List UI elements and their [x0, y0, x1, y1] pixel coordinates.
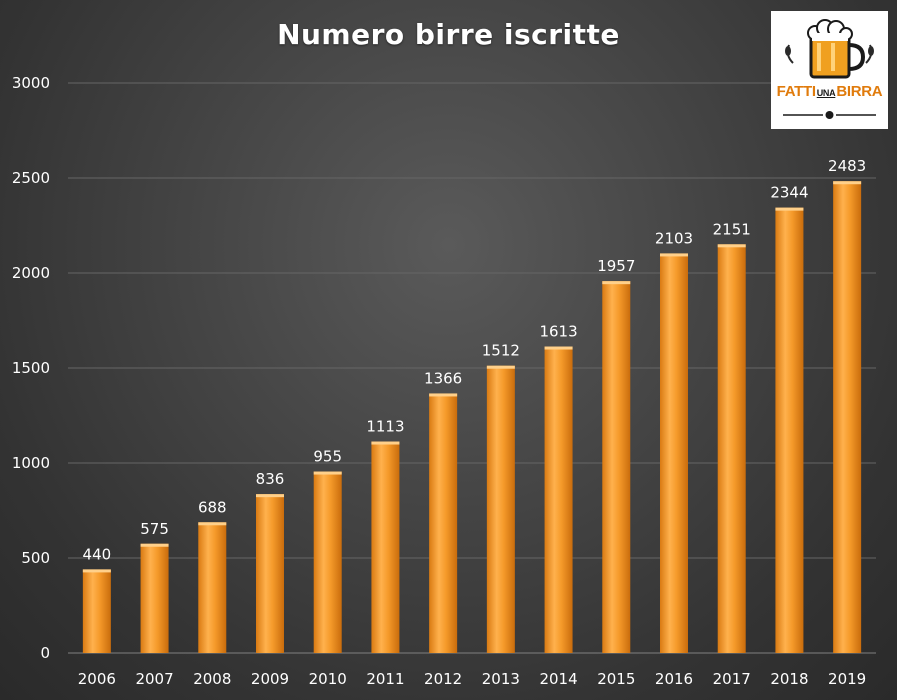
x-tick-label-2009: 2009 [251, 670, 289, 688]
bar-2017 [717, 244, 746, 653]
x-tick-label-2016: 2016 [655, 670, 693, 688]
x-tick-label-2014: 2014 [539, 670, 577, 688]
data-label-2013: 1512 [482, 342, 520, 360]
x-tick-label-2010: 2010 [309, 670, 347, 688]
brand-logo: FATTIUNABIRRA [771, 11, 888, 129]
bar-2013 [486, 365, 515, 653]
x-tick-label-2011: 2011 [366, 670, 404, 688]
data-label-2018: 2344 [770, 184, 808, 202]
data-label-2015: 1957 [597, 257, 635, 275]
bar-cap-2012 [429, 393, 458, 397]
x-tick-label-2017: 2017 [713, 670, 751, 688]
logo-wordmark: FATTIUNABIRRA [776, 83, 883, 100]
bar-cap-2019 [833, 181, 862, 185]
y-tick-label: 2500 [12, 169, 50, 187]
data-label-2008: 688 [198, 498, 227, 516]
data-label-2014: 1613 [539, 323, 577, 341]
data-label-2007: 575 [140, 520, 169, 538]
x-axis-ticks: 2006 2007 2008 2009 2010 2011 2012 2013 2014 2015… [78, 670, 866, 688]
bar-cap-2011 [371, 441, 400, 445]
x-tick-label-2008: 2008 [193, 670, 231, 688]
bar-2012 [429, 393, 458, 653]
data-label-2016: 2103 [655, 229, 693, 247]
x-tick-label-2018: 2018 [770, 670, 808, 688]
data-label-2010: 955 [313, 448, 342, 466]
x-tick-label-2013: 2013 [482, 670, 520, 688]
bar-cap-2015 [602, 281, 631, 285]
bar-cap-2013 [486, 365, 515, 369]
bar-cap-2017 [717, 244, 746, 248]
y-tick-label: 3000 [12, 74, 50, 92]
bar-cap-2008 [198, 522, 227, 526]
x-tick-label-2006: 2006 [78, 670, 116, 688]
bar-2011 [371, 441, 400, 653]
bar-cap-2007 [140, 543, 169, 547]
bar-2018 [775, 207, 804, 653]
bar-2015 [602, 281, 631, 653]
y-tick-label: 2000 [12, 264, 50, 282]
y-tick-label: 1000 [12, 454, 50, 472]
bar-cap-2016 [660, 253, 688, 257]
bar-2016 [660, 253, 688, 653]
bar-cap-2014 [544, 346, 573, 350]
bar-cap-2006 [82, 569, 111, 573]
data-label-2019: 2483 [828, 157, 866, 175]
y-tick-label: 500 [21, 549, 50, 567]
bar-cap-2018 [775, 207, 804, 211]
beer-mug-icon [785, 19, 874, 79]
ornament-divider [783, 111, 876, 119]
data-label-2006: 440 [83, 545, 112, 563]
x-tick-label-2019: 2019 [828, 670, 866, 688]
bar-cap-2010 [313, 471, 342, 475]
x-tick-label-2015: 2015 [597, 670, 635, 688]
bar-2006 [82, 569, 111, 653]
y-tick-label: 0 [40, 644, 50, 662]
bar-cap-2009 [256, 494, 284, 498]
bar-2009 [256, 494, 284, 653]
y-axis-ticks: 0 500 1000 1500 2000 2500 3000 [12, 74, 50, 662]
bar-2007 [140, 543, 169, 653]
chart-title: Numero birre iscritte [277, 18, 620, 51]
bar-2014 [544, 346, 573, 653]
y-tick-label: 1500 [12, 359, 50, 377]
x-tick-label-2007: 2007 [135, 670, 173, 688]
bars [82, 181, 862, 654]
bar-2019 [833, 181, 862, 654]
bar-2010 [313, 471, 342, 653]
grid-lines [68, 82, 876, 654]
data-label-2011: 1113 [366, 418, 404, 436]
data-label-2009: 836 [256, 470, 285, 488]
data-label-2012: 1366 [424, 369, 462, 387]
bar-2008 [198, 522, 227, 653]
data-label-2017: 2151 [713, 220, 751, 238]
data-labels: 440 575 688 836 955 1113 1366 1512 1613 1957 2103 2… [83, 157, 867, 563]
x-tick-label-2012: 2012 [424, 670, 462, 688]
